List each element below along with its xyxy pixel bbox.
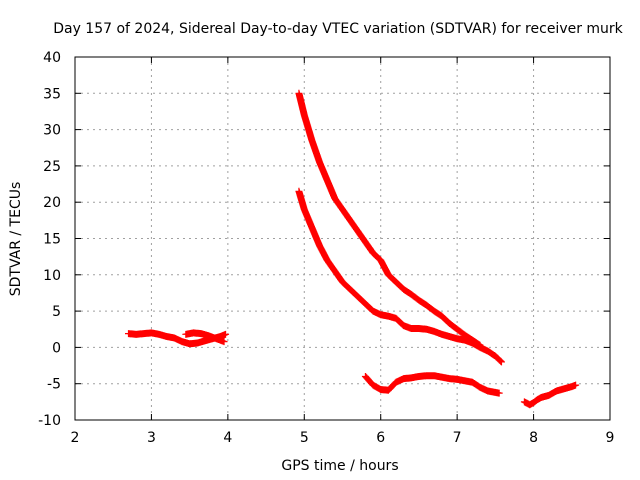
series-arc-3 <box>295 89 484 349</box>
y-tick-label: 25 <box>43 159 61 175</box>
x-tick-label: 9 <box>606 430 615 446</box>
x-axis-label: GPS time / hours <box>281 458 398 474</box>
y-tick-label: -5 <box>47 377 61 393</box>
y-tick-label: 15 <box>43 232 61 248</box>
y-tick-label: 0 <box>52 340 61 356</box>
y-tick-label: 10 <box>43 268 61 284</box>
chart-title: Day 157 of 2024, Sidereal Day-to-day VTE… <box>53 21 623 37</box>
series-arc-4 <box>295 187 505 366</box>
grid <box>75 57 610 420</box>
series-arc-6 <box>520 381 580 409</box>
series-arc-2 <box>182 329 228 346</box>
y-tick-label: 40 <box>43 50 61 66</box>
x-tick-label: 7 <box>453 430 462 446</box>
y-tick-label: 35 <box>43 86 61 102</box>
axis-ticks: 2 3 4 5 6 7 8 9 -10 -5 0 5 10 15 20 25 30 35 40 <box>38 50 614 446</box>
series-markers <box>295 89 484 349</box>
x-tick-label: 2 <box>71 430 80 446</box>
series-markers <box>520 381 580 409</box>
y-tick-label: -10 <box>38 413 61 429</box>
y-tick-label: 20 <box>43 195 61 211</box>
x-tick-label: 6 <box>376 430 385 446</box>
x-tick-label: 5 <box>300 430 309 446</box>
y-axis-label: SDTVAR / TECUs <box>8 182 24 297</box>
y-tick-label: 5 <box>52 304 61 320</box>
series-arc-5 <box>361 372 503 397</box>
x-tick-label: 4 <box>223 430 232 446</box>
x-tick-label: 3 <box>147 430 156 446</box>
series-markers <box>361 372 503 397</box>
data-series <box>125 89 580 409</box>
x-tick-label: 8 <box>529 430 538 446</box>
plot-frame <box>74 56 611 421</box>
y-tick-label: 30 <box>43 123 61 139</box>
